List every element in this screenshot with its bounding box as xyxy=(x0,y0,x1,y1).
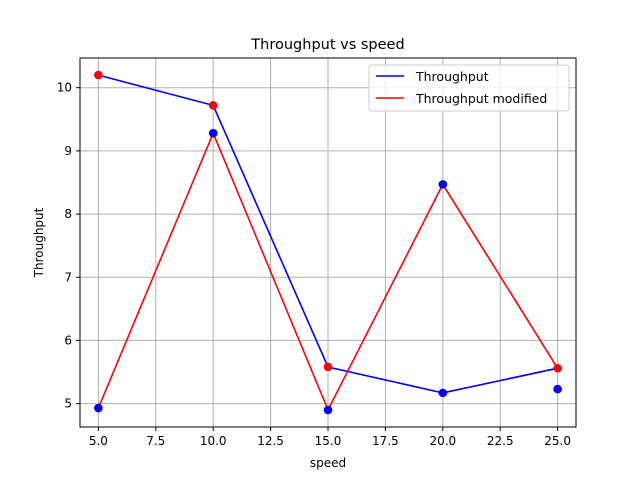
x-tick-label: 10.0 xyxy=(200,434,227,448)
x-tick-label: 20.0 xyxy=(429,434,456,448)
y-tick-label: 7 xyxy=(64,270,72,284)
y-tick-label: 5 xyxy=(64,397,72,411)
legend-box xyxy=(368,64,570,112)
grid xyxy=(80,58,576,427)
scatter-point xyxy=(208,101,218,110)
y-tick-label: 8 xyxy=(64,207,72,221)
scatter-point xyxy=(208,128,218,138)
y-tick-label: 6 xyxy=(64,333,72,347)
scatter-point xyxy=(553,384,562,394)
scatter-point xyxy=(323,405,333,415)
y-tick-label: 10 xyxy=(57,81,72,95)
y-tick-label: 9 xyxy=(64,144,72,158)
x-tick-label: 25.0 xyxy=(544,434,571,448)
x-tick-label: 5.0 xyxy=(89,434,108,448)
scatter-points xyxy=(94,70,562,415)
axis-ticks: 5.0 7.5 10.0 12.5 15.0 17.5 20.0 22.5 25.0 5 6 7 8 9 1… xyxy=(57,81,571,448)
chart-title: Throughput vs speed xyxy=(250,37,404,53)
legend-entry-label: Throughput modified xyxy=(415,91,547,106)
x-axis-label: speed xyxy=(310,456,346,470)
scatter-point xyxy=(438,388,448,398)
legend-entry-label: Throughput xyxy=(415,69,489,84)
x-tick-label: 15.0 xyxy=(315,434,342,448)
scatter-point xyxy=(438,180,448,189)
x-tick-label: 7.5 xyxy=(146,434,165,448)
scatter-point xyxy=(323,362,333,372)
y-axis-label: Throughput xyxy=(32,207,46,278)
scatter-point xyxy=(553,363,562,373)
x-tick-label: 17.5 xyxy=(372,434,399,448)
scatter-point xyxy=(94,403,103,413)
scatter-point xyxy=(94,70,103,80)
legend: Throughput Throughput modified xyxy=(368,64,570,112)
x-tick-label: 22.5 xyxy=(487,434,514,448)
x-tick-label: 12.5 xyxy=(257,434,284,448)
